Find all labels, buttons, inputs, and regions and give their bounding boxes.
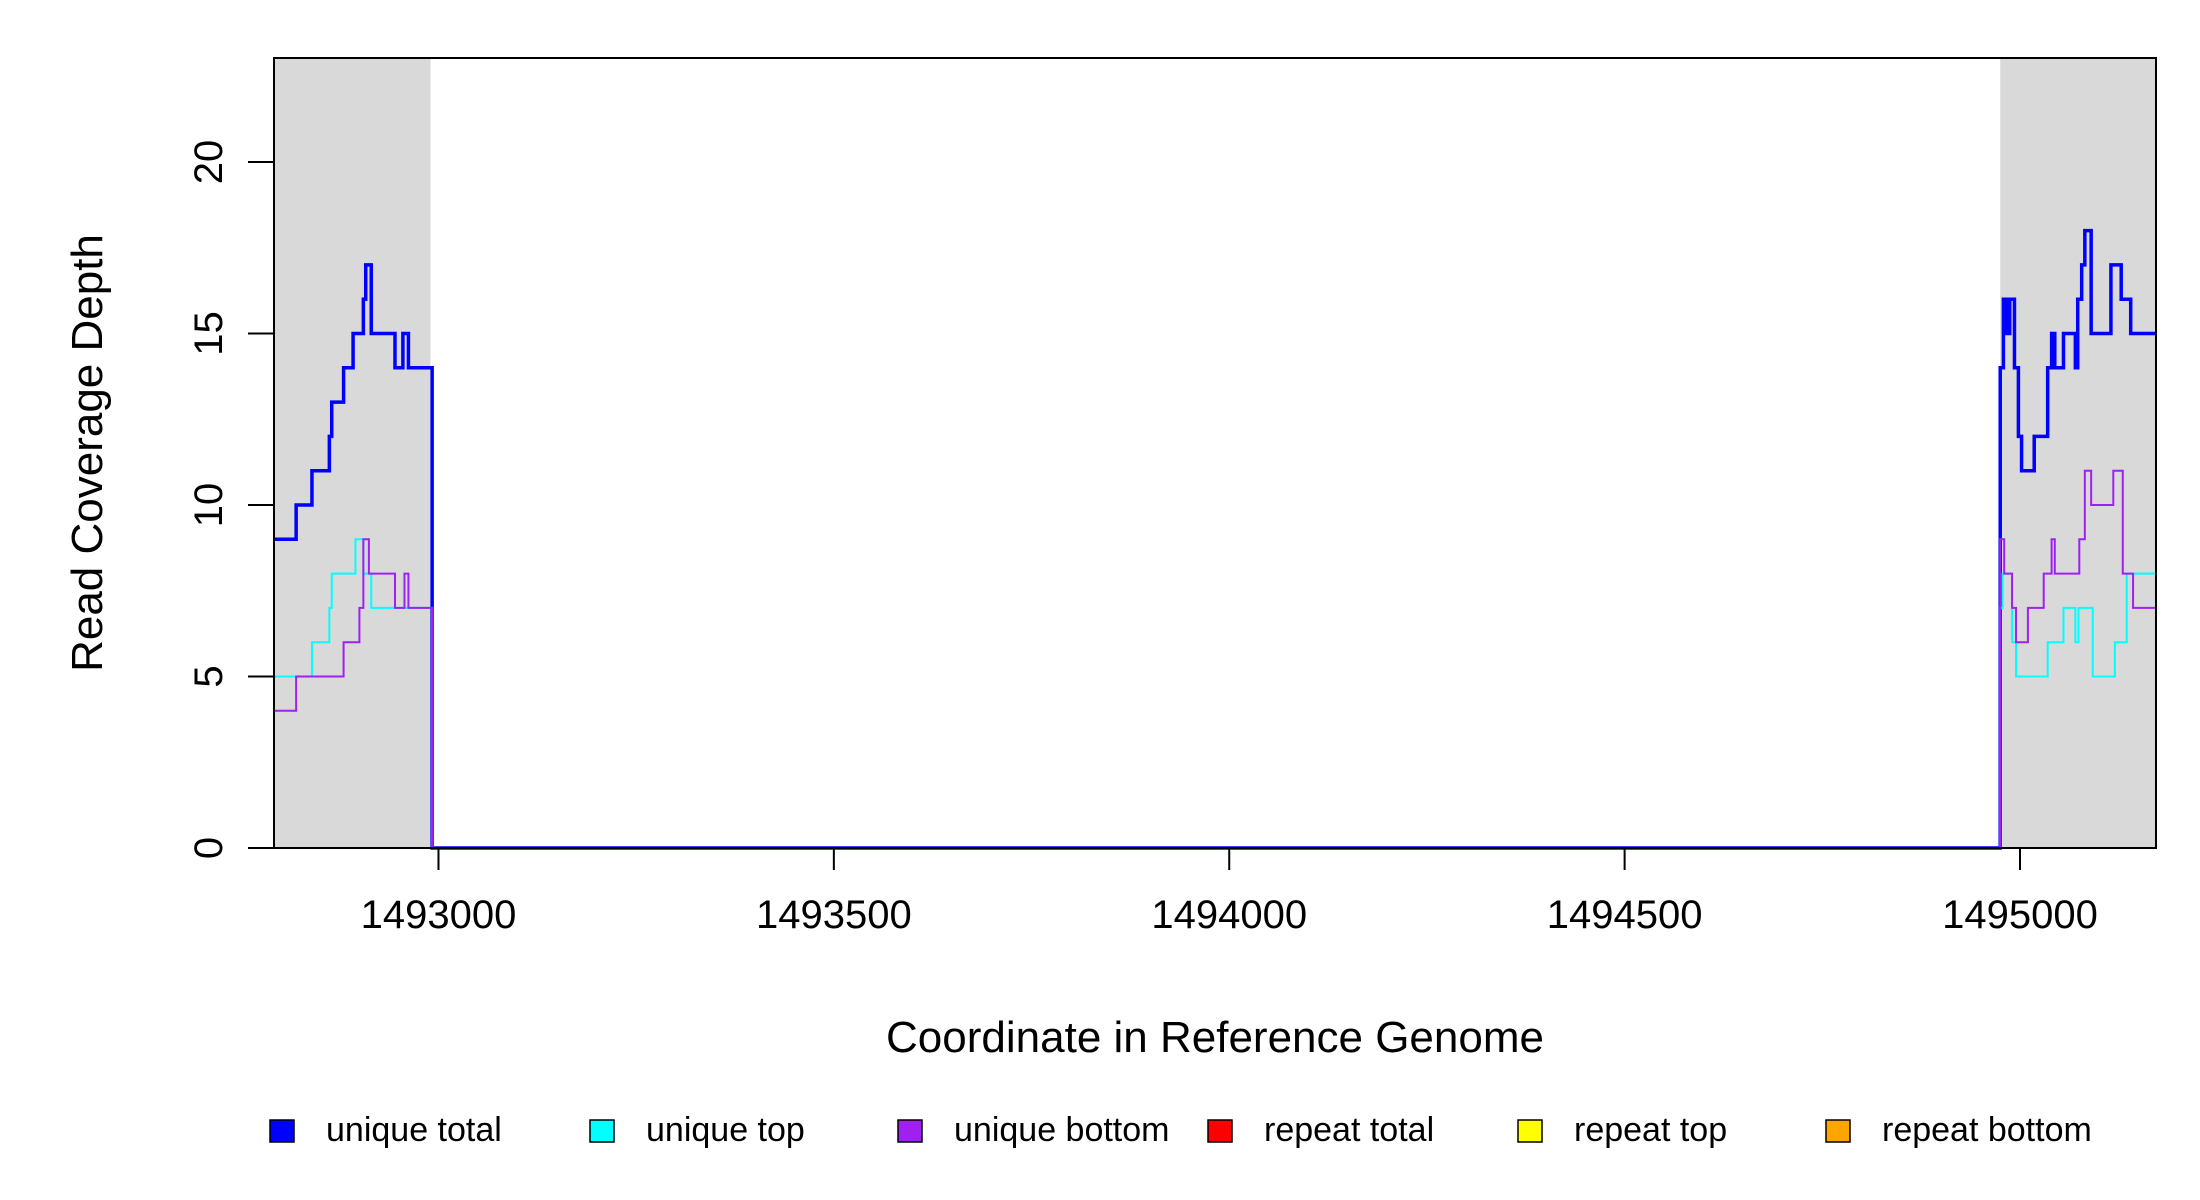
legend-item-unique-total: unique total — [269, 1111, 502, 1149]
legend-swatch — [269, 1119, 295, 1143]
y-tick-label: 5 — [187, 665, 231, 687]
legend-swatch — [1825, 1119, 1851, 1143]
x-tick-label: 1494500 — [1547, 893, 1703, 937]
legend-label: repeat top — [1574, 1111, 1727, 1149]
y-axis: 0 5 10 15 20 — [187, 140, 274, 859]
legend-swatch — [897, 1119, 923, 1143]
legend-label: unique bottom — [954, 1111, 1170, 1149]
x-tick-label: 1493500 — [756, 893, 912, 937]
series-line-unique-top — [274, 538, 2156, 849]
y-tick-label: 15 — [187, 311, 231, 356]
legend-item-repeat-top: repeat top — [1517, 1111, 1727, 1149]
series-line-unique-total — [274, 228, 2156, 850]
legend-label: repeat total — [1264, 1111, 1434, 1149]
legend-item-repeat-bottom: repeat bottom — [1825, 1111, 2092, 1149]
legend-item-unique-bottom: unique bottom — [897, 1111, 1170, 1149]
legend-label: unique top — [646, 1111, 805, 1149]
legend-item-repeat-total: repeat total — [1207, 1111, 1434, 1149]
shaded-region-1 — [274, 58, 431, 848]
x-tick-label: 1495000 — [1942, 893, 2098, 937]
legend-item-unique-top: unique top — [589, 1111, 805, 1149]
y-tick-label: 0 — [187, 837, 231, 859]
plot-frame — [273, 57, 2157, 849]
y-tick-label: 10 — [187, 483, 231, 528]
y-tick-label: 20 — [187, 140, 231, 185]
legend-label: unique total — [326, 1111, 502, 1149]
shaded-region-2 — [2000, 58, 2156, 848]
shaded-regions — [274, 58, 2156, 848]
legend-swatch — [1207, 1119, 1233, 1143]
legend: unique total unique top unique bottom repea… — [269, 1111, 2092, 1149]
legend-swatch — [589, 1119, 615, 1143]
y-axis-title: Read Coverage Depth — [63, 234, 112, 672]
x-axis: 1493000 1493500 1494000 1494500 1495000 — [361, 848, 2098, 937]
x-tick-label: 1494000 — [1151, 893, 1307, 937]
legend-label: repeat bottom — [1882, 1111, 2092, 1149]
x-axis-title: Coordinate in Reference Genome — [886, 1013, 1544, 1062]
series-line-unique-bottom — [274, 469, 2156, 849]
legend-swatch — [1517, 1119, 1543, 1143]
series-lines — [274, 228, 2156, 850]
x-tick-label: 1493000 — [361, 893, 517, 937]
